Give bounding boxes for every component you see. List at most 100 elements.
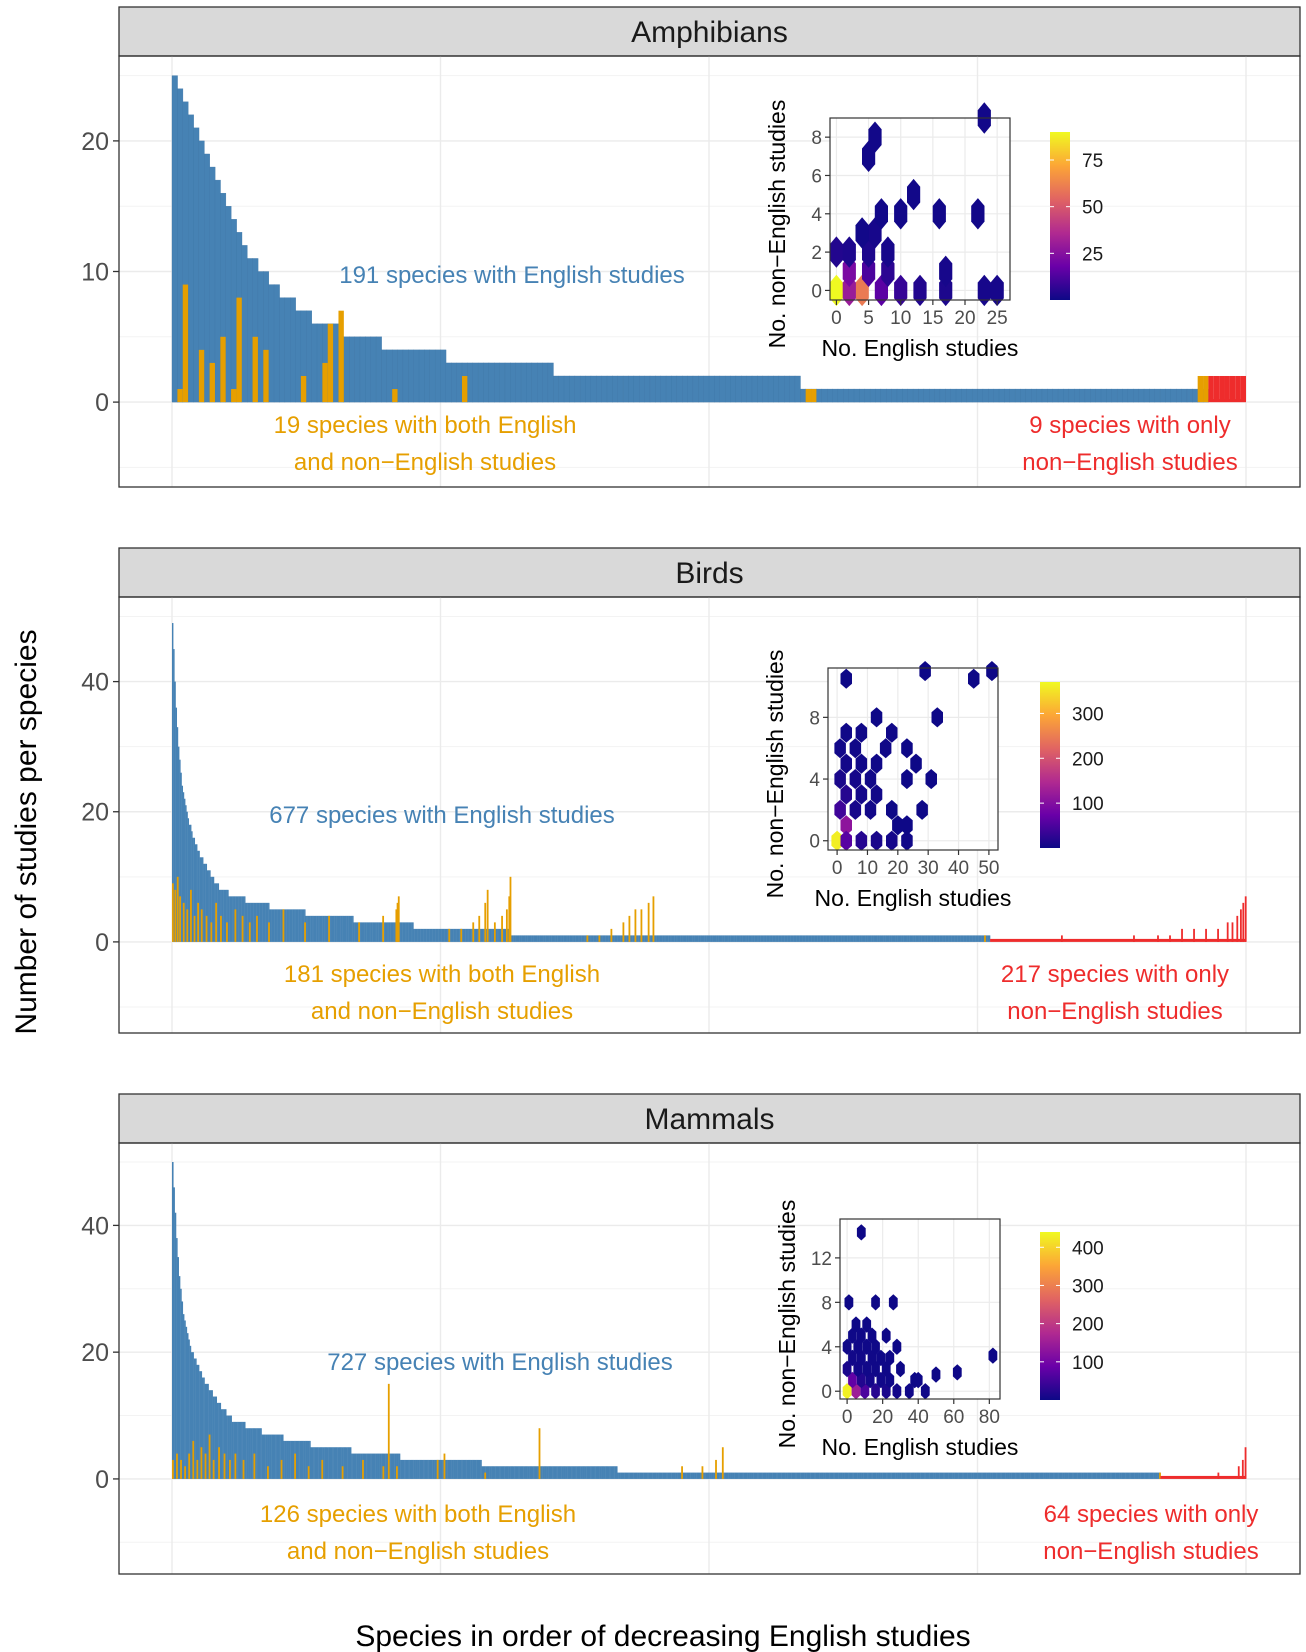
bar-english (747, 1472, 750, 1479)
bar-english (474, 1459, 477, 1479)
bar-english (1049, 1472, 1051, 1479)
bar-english (1009, 1472, 1012, 1479)
bar-english (368, 1453, 371, 1479)
hex-cell (851, 1316, 861, 1333)
bar-english (567, 1466, 569, 1479)
hex-cell (848, 1327, 857, 1344)
bar-english (269, 1434, 272, 1479)
bar-english (983, 1472, 986, 1479)
bar-english (962, 1472, 964, 1479)
bar-english (356, 1453, 359, 1479)
bar-english (349, 1447, 352, 1479)
bar-english (387, 922, 389, 942)
hex-cell (920, 1383, 930, 1400)
bar-english (385, 922, 388, 942)
bar-english (476, 1459, 478, 1479)
bar-english (348, 915, 350, 942)
bar-english (678, 1472, 681, 1479)
bar-english (485, 1466, 488, 1479)
bar-english (565, 1466, 568, 1479)
bar-english (901, 935, 903, 942)
bar-english (1046, 1472, 1048, 1479)
bar-english (572, 935, 574, 942)
bar-english (646, 935, 648, 942)
bar-english (518, 1466, 520, 1479)
bar-english (475, 928, 478, 942)
bar-english (287, 1440, 289, 1479)
bar-english (1012, 1472, 1015, 1479)
hex-cell (862, 1360, 872, 1378)
colorbar (1040, 682, 1060, 848)
bar-only-non-english (1244, 896, 1247, 942)
bar-both (341, 1466, 344, 1479)
bar-english (389, 1453, 391, 1479)
bar-english (687, 375, 694, 403)
bar-english (435, 1459, 437, 1479)
bar-english (651, 1472, 653, 1479)
bar-english (552, 935, 555, 942)
bar-english (957, 935, 960, 942)
bar-english (212, 1396, 215, 1479)
bar-english (421, 1459, 424, 1479)
bar-english (690, 1472, 693, 1479)
bar-english (664, 1472, 667, 1479)
bar-english (348, 1447, 351, 1479)
bar-english (861, 1472, 864, 1479)
bar-english (752, 935, 754, 942)
bar-english (429, 349, 436, 403)
bar-english (1070, 1472, 1073, 1479)
bar-english (239, 1421, 242, 1479)
bar-english (1039, 1472, 1042, 1479)
bar-english (1127, 1472, 1130, 1479)
bar-english (269, 909, 271, 942)
bar-english (555, 935, 557, 942)
bar-english (759, 935, 761, 942)
bar-english (334, 1447, 337, 1479)
bar-english (546, 1466, 549, 1479)
bar-english (937, 935, 939, 942)
bar-english (605, 935, 608, 942)
bar-english (463, 1459, 466, 1479)
bar-english (295, 310, 302, 403)
bar-english (284, 297, 291, 403)
bar-english (580, 1466, 583, 1479)
bar-english (770, 935, 772, 942)
bar-english (811, 1472, 814, 1479)
bar-english (429, 928, 431, 942)
bar-english (465, 1459, 467, 1479)
bar-english (477, 928, 479, 942)
bar-english (907, 935, 909, 942)
bar-english (1008, 1472, 1010, 1479)
hex-cell (901, 830, 913, 851)
bar-english (612, 935, 615, 942)
bar-english (480, 1459, 482, 1479)
bar-english (450, 928, 453, 942)
only-non-english-band (1160, 1475, 1246, 1479)
colorbar-tick-label: 25 (1082, 244, 1103, 265)
bar-english (773, 1472, 776, 1479)
bar-english (497, 1466, 500, 1479)
bar-english (702, 935, 705, 942)
bar-both (263, 349, 269, 403)
bar-english (503, 928, 505, 942)
bar-english (884, 1472, 887, 1479)
bar-english (581, 935, 584, 942)
bar-english (778, 1472, 781, 1479)
bar-english (499, 1466, 501, 1479)
bar-english (872, 935, 874, 942)
bar-english (200, 1371, 203, 1479)
bar-english (683, 1472, 686, 1479)
bar-english (319, 1447, 322, 1479)
bar-english (883, 935, 885, 942)
bar-english (907, 1472, 910, 1479)
bar-english (723, 1472, 725, 1479)
bar-english (762, 1472, 765, 1479)
bar-english (660, 935, 663, 942)
bar-english (398, 1453, 401, 1479)
bar-english (803, 935, 806, 942)
bar-english (493, 1466, 496, 1479)
bar-english (772, 935, 775, 942)
bar-english (1133, 388, 1139, 403)
hex-cell (901, 738, 913, 759)
bar-english (329, 915, 331, 942)
